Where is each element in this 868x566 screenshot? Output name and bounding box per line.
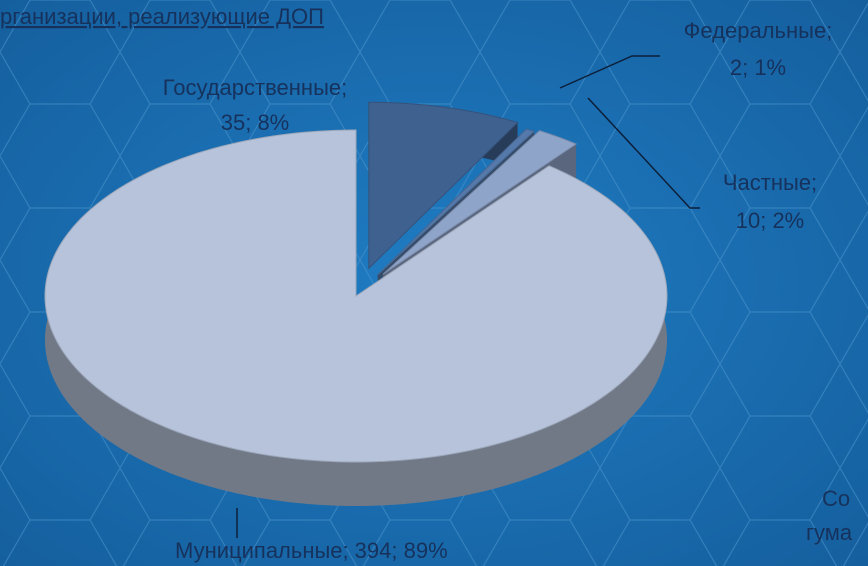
slice bbox=[377, 128, 536, 276]
slice bbox=[382, 130, 578, 275]
labels: Государственные; 35; 8% Федеральные; 2; 1% Ч… bbox=[163, 18, 853, 563]
data-label: Муниципальные; 394; 89% bbox=[175, 538, 448, 563]
category-label: Муниципальные; bbox=[175, 538, 349, 563]
leader-line bbox=[587, 97, 700, 209]
value-label: 394; 89% bbox=[355, 538, 448, 563]
chart-title: рганизации, реализующие ДОП bbox=[0, 4, 324, 29]
category-label: Федеральные; bbox=[684, 18, 833, 43]
category-label: Частные; bbox=[723, 170, 817, 195]
value-label: 2; 1% bbox=[730, 55, 786, 80]
slice bbox=[368, 101, 519, 270]
value-label: 10; 2% bbox=[736, 208, 805, 233]
value-label: 35; 8% bbox=[221, 110, 290, 135]
leader-line bbox=[559, 55, 660, 89]
slice bbox=[44, 129, 668, 463]
annotation: Со bbox=[822, 486, 850, 511]
category-label: Государственные; bbox=[163, 75, 347, 100]
annotation: гума bbox=[806, 520, 853, 545]
pie bbox=[44, 101, 668, 506]
leader-lines bbox=[236, 55, 700, 538]
